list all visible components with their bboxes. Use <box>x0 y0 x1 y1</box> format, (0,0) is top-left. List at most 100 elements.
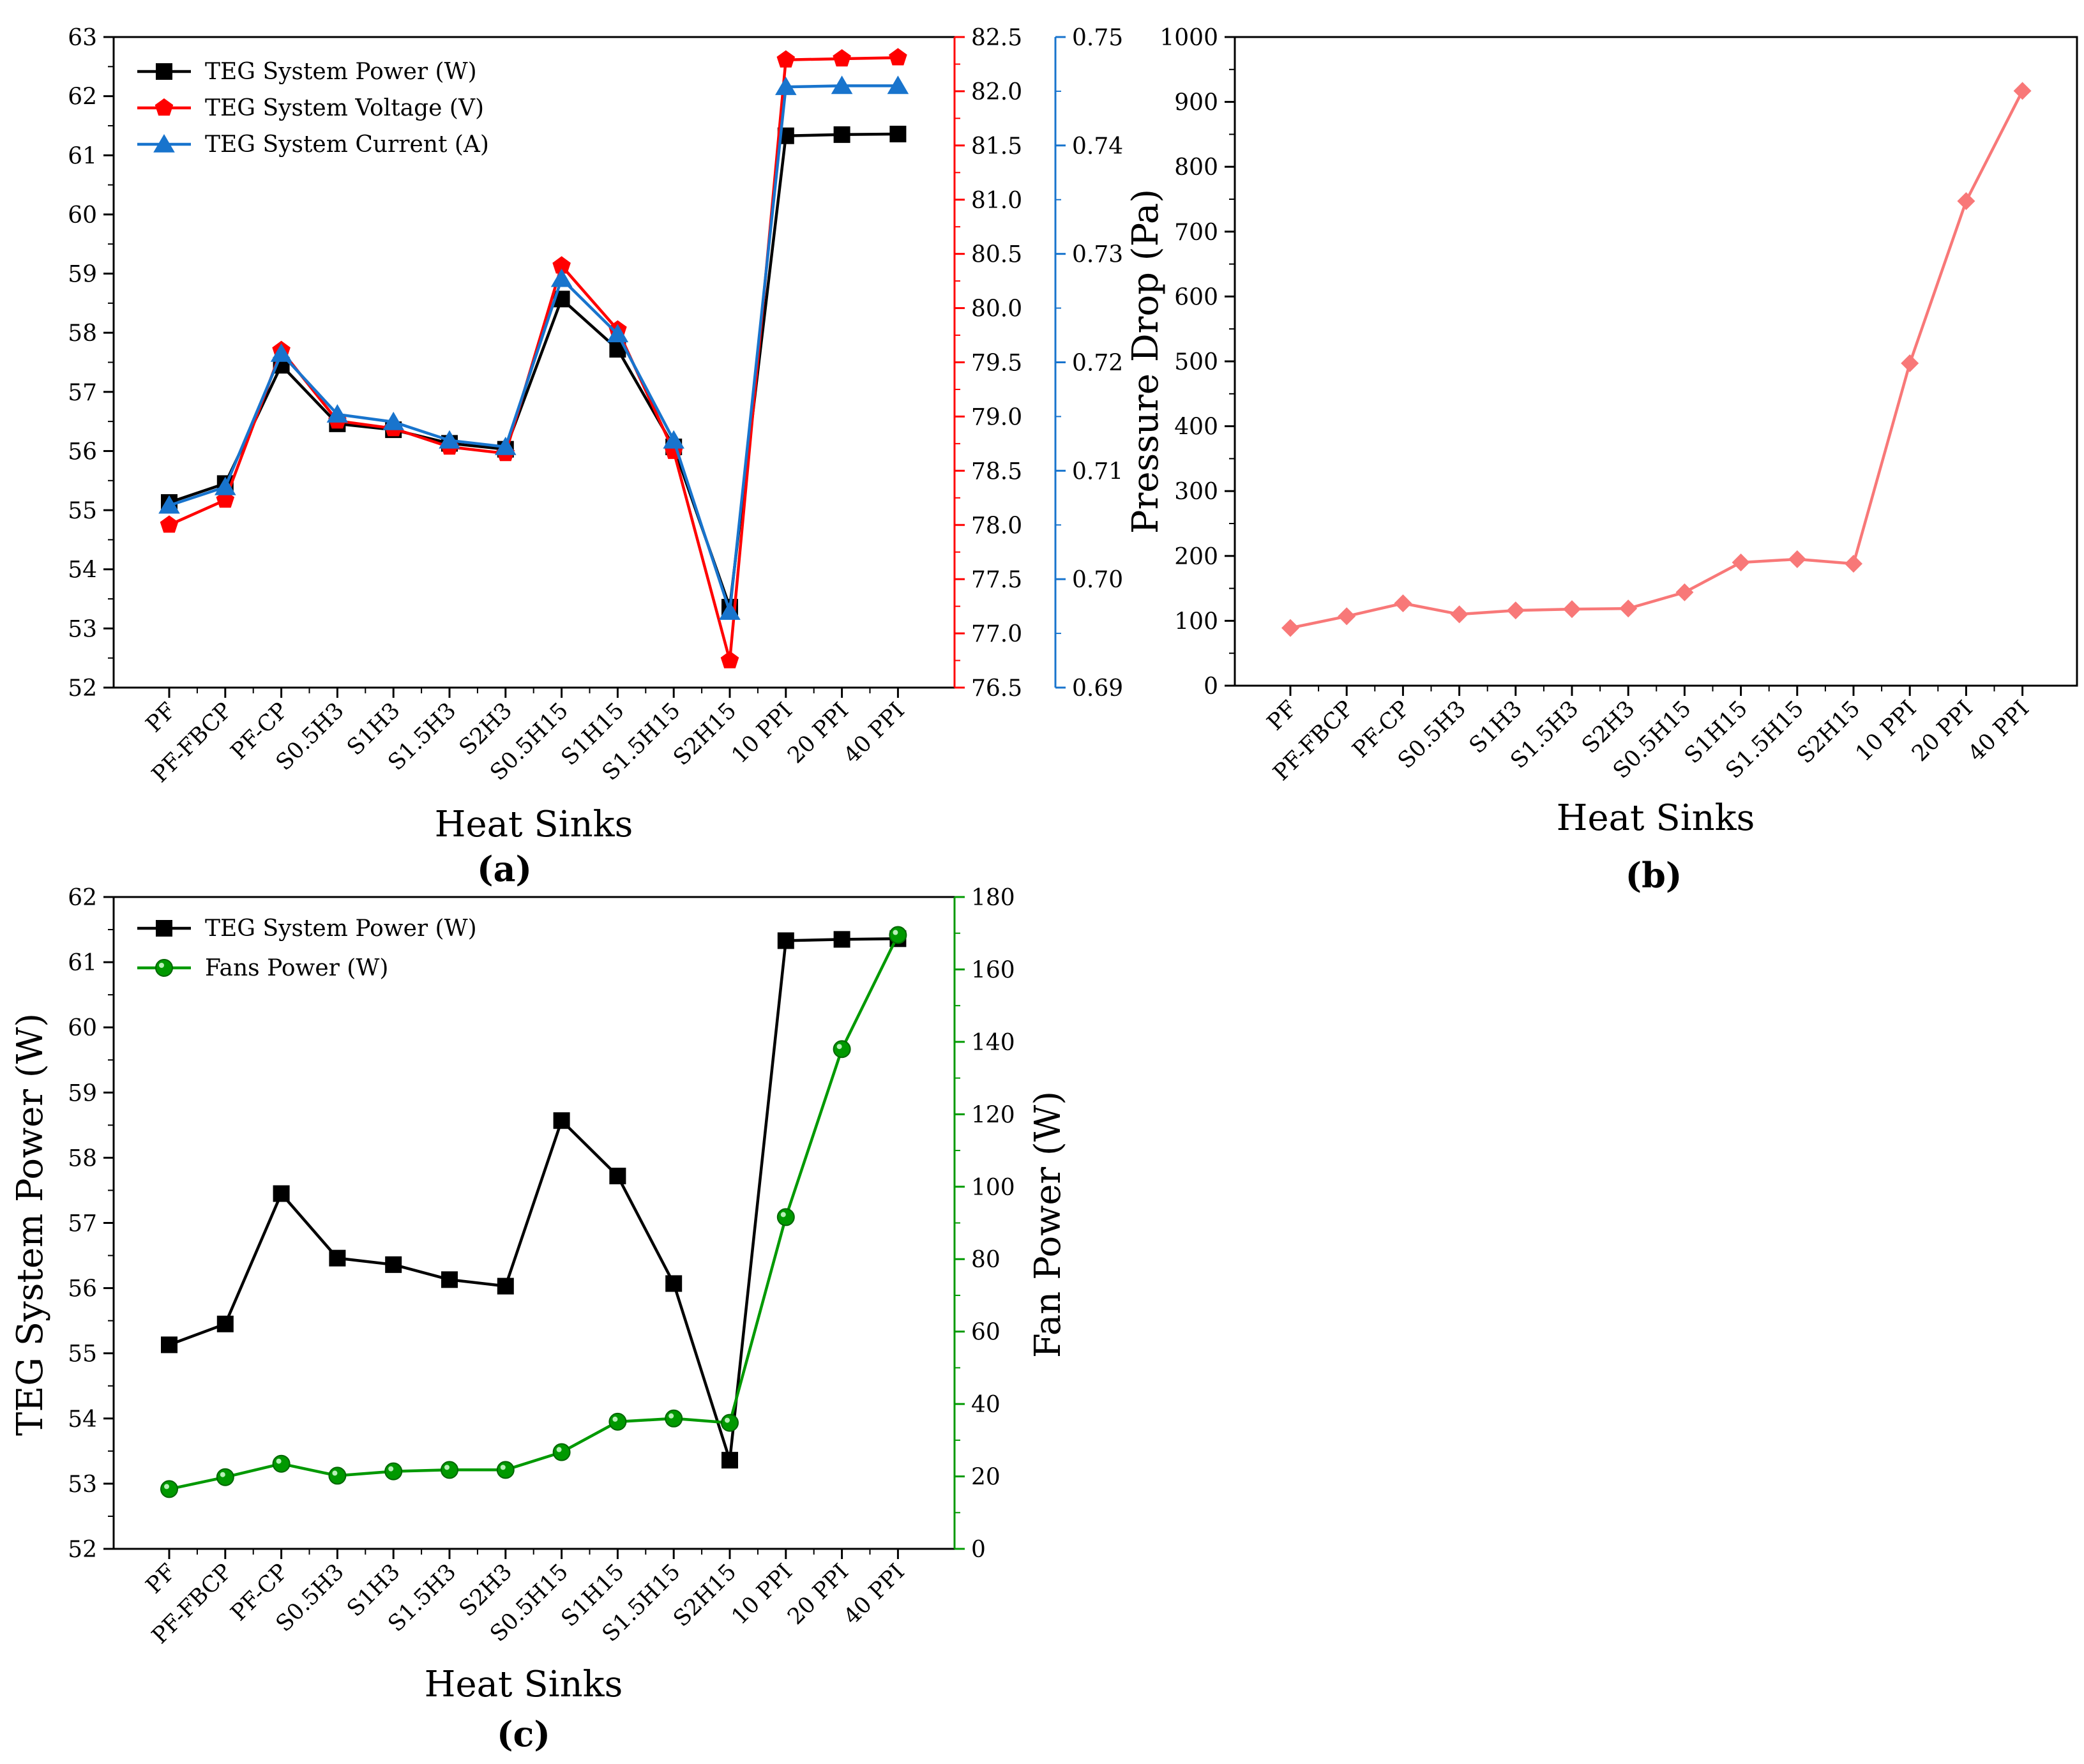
y-left-axis-tick-label: 59 <box>68 262 97 288</box>
y-right1-axis-tick-label: 82.0 <box>971 79 1022 105</box>
series-line-1 <box>169 934 900 1491</box>
data-point-s1-8 <box>608 1412 627 1431</box>
data-point-s1-11-highlight <box>780 1212 786 1217</box>
y-right-axis-tick-label: 40 <box>971 1392 1000 1418</box>
y-left-axis-tick-label: 58 <box>68 320 97 347</box>
data-point-s0-4 <box>385 1256 402 1273</box>
y-right1-axis-tick-label: 81.5 <box>971 133 1022 160</box>
legend-marker-2 <box>153 134 175 153</box>
data-point-s1-1-highlight <box>220 1472 225 1477</box>
data-point-s0-2 <box>273 1185 290 1202</box>
y-right2-axis-tick-label: 0.72 <box>1072 351 1123 377</box>
data-point-s2-6 <box>495 436 517 455</box>
y-left-axis-tick-label: 54 <box>68 1406 97 1433</box>
legend-marker-1 <box>155 98 174 116</box>
data-point-s0-10 <box>721 1452 738 1469</box>
y-left-axis-tick-label: 55 <box>68 498 97 524</box>
y-left-axis-tick-label: 53 <box>68 1472 97 1498</box>
y-left-axis-tick-label: 58 <box>68 1145 97 1172</box>
data-point-s0-12 <box>833 126 850 143</box>
y-right-axis-tick-label: 80 <box>971 1247 1000 1273</box>
data-point-s1-11 <box>776 1208 795 1226</box>
data-point-s0-11 <box>777 932 794 949</box>
data-point-s0-3 <box>1450 605 1469 624</box>
data-point-s1-7 <box>552 256 571 274</box>
y-left-axis-tick-label: 56 <box>68 439 97 465</box>
data-point-s1-7 <box>552 1443 571 1461</box>
y-left-axis-tick-label: 55 <box>68 1341 97 1368</box>
legend-label: TEG System Power (W) <box>205 59 477 85</box>
data-point-s1-5-highlight <box>444 1465 449 1470</box>
data-point-s1-3-highlight <box>332 1470 338 1476</box>
data-point-s0-0 <box>161 1336 177 1353</box>
data-point-s2-5 <box>439 430 460 449</box>
y-right2-axis-tick-label: 0.75 <box>1072 25 1123 51</box>
data-point-s1-6 <box>496 1461 515 1479</box>
data-point-s1-13 <box>889 48 907 66</box>
data-point-s0-5 <box>441 1271 458 1288</box>
data-point-s1-12-highlight <box>836 1044 842 1050</box>
data-point-s0-3 <box>329 1249 346 1267</box>
y-right2-axis-tick-label: 0.70 <box>1072 567 1123 593</box>
data-point-s0-8 <box>1732 553 1750 571</box>
y-left-axis-tick-label: 600 <box>1174 284 1218 310</box>
y-left-axis-tick-label: 57 <box>68 380 97 406</box>
data-point-s1-5 <box>441 1461 458 1479</box>
y-right-axis-tick-label: 180 <box>971 885 1015 911</box>
y-axis-title-right: Fan Power (W) <box>1027 1091 1069 1358</box>
y-right2-axis-tick-label: 0.71 <box>1072 458 1123 485</box>
y-right1-axis-tick-label: 80.0 <box>971 296 1022 322</box>
data-point-s0-9 <box>1788 550 1806 568</box>
data-point-s1-2 <box>272 1454 291 1473</box>
y-left-axis-tick-label: 1000 <box>1159 25 1218 51</box>
series-line-0 <box>1290 90 2024 629</box>
y-left-axis-tick-label: 900 <box>1174 90 1218 116</box>
y-right-axis-tick-label: 120 <box>971 1102 1015 1128</box>
y-right1-axis-tick-label: 80.5 <box>971 242 1022 268</box>
data-point-s1-0 <box>160 515 179 533</box>
data-point-s2-1 <box>215 476 236 495</box>
panel-label: (a) <box>477 848 532 889</box>
data-point-s1-12 <box>833 1040 851 1059</box>
data-point-s0-11 <box>1901 354 1919 373</box>
data-point-s0-13 <box>889 125 907 142</box>
data-point-s0-0 <box>1281 619 1299 637</box>
data-point-s2-8 <box>607 324 629 343</box>
y-left-axis-tick-label: 400 <box>1174 414 1218 441</box>
data-point-s2-11 <box>775 77 797 95</box>
data-point-s1-13-highlight <box>893 930 898 935</box>
data-point-s1-4 <box>384 1462 403 1481</box>
data-point-s2-3 <box>326 404 349 423</box>
y-right-axis-tick-label: 160 <box>971 957 1015 983</box>
y-left-axis-tick-label: 63 <box>68 25 97 51</box>
data-point-s0-7 <box>1675 583 1694 601</box>
y-right1-axis-tick-label: 77.0 <box>971 621 1022 647</box>
y-right-axis-tick-label: 0 <box>971 1537 986 1563</box>
data-point-s1-3 <box>328 1466 347 1485</box>
data-point-s0-8 <box>609 1167 626 1184</box>
y-right-axis-tick-label: 140 <box>971 1030 1015 1056</box>
y-left-axis-tick-label: 57 <box>68 1211 97 1237</box>
data-point-s0-6 <box>497 1278 514 1295</box>
y-left-axis-tick-label: 500 <box>1174 349 1218 375</box>
data-point-s1-0 <box>160 1480 178 1498</box>
data-point-s2-2 <box>270 343 292 362</box>
y-left-axis-tick-label: 700 <box>1174 220 1218 246</box>
x-axis-title: Heat Sinks <box>425 1664 623 1705</box>
y-left-axis-tick-label: 800 <box>1174 155 1218 181</box>
data-point-s2-12 <box>831 75 853 94</box>
y-left-axis-tick-label: 56 <box>68 1276 97 1302</box>
data-point-s2-7 <box>550 268 573 287</box>
y-left-axis-tick-label: 200 <box>1174 544 1218 570</box>
data-point-s0-5 <box>1563 600 1581 619</box>
y-right1-axis-tick-label: 78.5 <box>971 458 1022 485</box>
y-right-axis-tick-label: 20 <box>971 1465 1000 1491</box>
data-point-s1-13 <box>889 926 907 944</box>
panel-label: (c) <box>497 1714 550 1754</box>
y-right1-axis-tick-label: 77.5 <box>971 567 1022 593</box>
data-point-s0-1 <box>216 1315 234 1332</box>
data-point-s0-2 <box>1394 594 1412 612</box>
data-point-s0-12 <box>1957 192 1975 211</box>
data-point-s1-9 <box>665 1409 683 1428</box>
y-right1-axis-tick-label: 79.5 <box>971 351 1022 377</box>
